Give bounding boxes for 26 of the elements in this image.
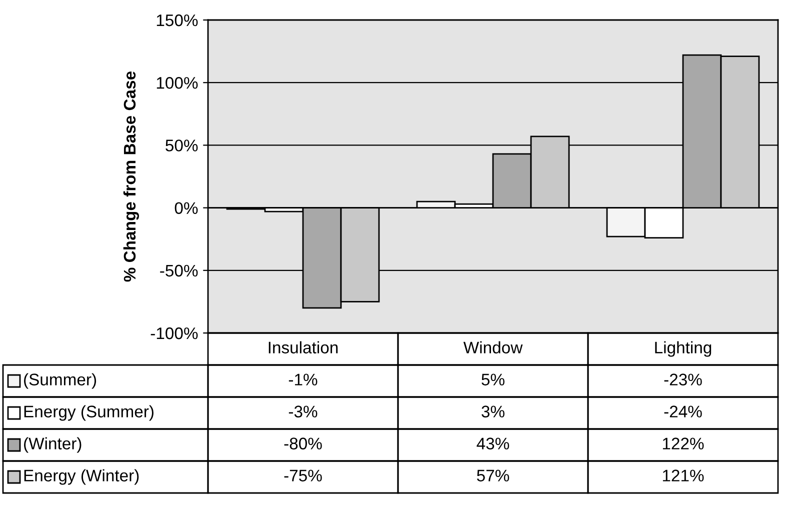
legend-label: Energy (Winter) xyxy=(24,469,139,485)
data-label: 57% xyxy=(476,470,510,482)
y-tick-label: -100% xyxy=(150,327,198,340)
x-tick-label: Lighting xyxy=(655,341,712,357)
data-label: -3% xyxy=(288,406,318,418)
y-axis-title: % Change from Base Case xyxy=(123,71,139,282)
x-tick-label: Insulation xyxy=(268,341,338,354)
data-label: -23% xyxy=(664,374,702,386)
legend-label: (Winter) xyxy=(24,437,82,453)
data-label: 5% xyxy=(482,374,504,386)
data-label: -24% xyxy=(664,406,702,418)
data-label: 121% xyxy=(662,470,704,482)
y-tick-label: 100% xyxy=(156,77,198,89)
data-label: 3% xyxy=(482,406,504,418)
data-label: -80% xyxy=(284,438,322,450)
y-tick-label: 0% xyxy=(174,202,198,214)
y-tick-label: 150% xyxy=(156,14,198,26)
y-tick-label: -50% xyxy=(160,264,198,277)
data-label: 122% xyxy=(662,438,704,450)
x-tick-label: Window xyxy=(463,341,523,354)
data-label: -1% xyxy=(288,374,318,386)
legend-label: (Summer) xyxy=(24,373,96,389)
legend-label: Energy (Summer) xyxy=(24,405,154,421)
y-tick-label: 50% xyxy=(166,140,198,152)
data-label: -75% xyxy=(284,470,322,482)
data-label: 43% xyxy=(476,438,510,450)
